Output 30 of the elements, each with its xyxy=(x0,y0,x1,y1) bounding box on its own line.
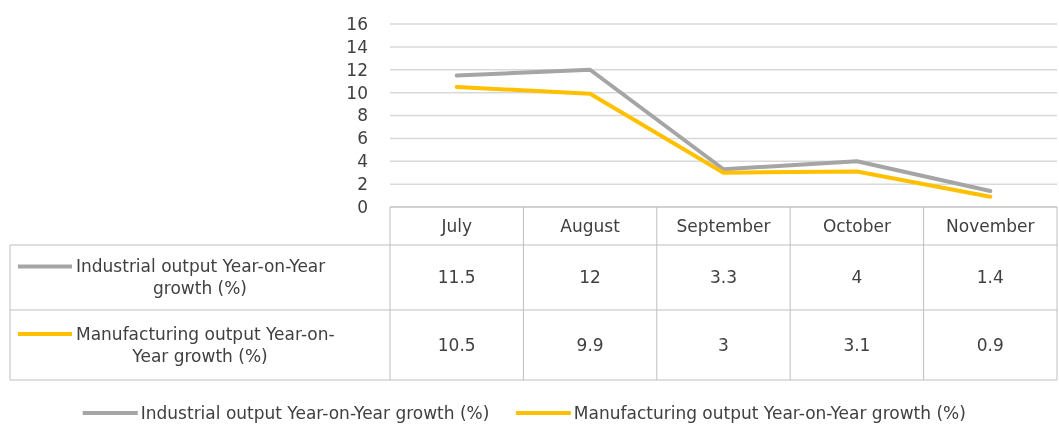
y-tick-label: 16 xyxy=(346,13,368,34)
data-label: 4 xyxy=(851,267,863,288)
data-label: 9.9 xyxy=(576,334,604,355)
x-tick-label: November xyxy=(946,215,1035,236)
legend-label: Manufacturing output Year-on-Year growth (%) xyxy=(76,323,335,366)
line-series xyxy=(454,84,993,199)
data-label: 11.5 xyxy=(437,267,476,288)
data-label: 3 xyxy=(718,334,729,355)
y-tick-label: 8 xyxy=(357,105,368,126)
x-tick-label: July xyxy=(440,215,472,236)
data-label: 10.5 xyxy=(437,334,476,355)
x-tick-label: August xyxy=(560,215,621,236)
data-label: 1.4 xyxy=(976,267,1004,288)
line-series xyxy=(454,67,993,193)
data-label: 3.1 xyxy=(843,334,871,355)
y-tick-label: 4 xyxy=(357,151,368,172)
x-tick-label: October xyxy=(822,215,891,236)
x-tick-label: September xyxy=(676,215,771,236)
legend-label: Industrial output Year-on-Year growth (%) xyxy=(76,256,326,299)
data-label: 3.3 xyxy=(709,267,738,288)
text: Manufacturing output Year-on-Year growth (%) xyxy=(573,402,966,423)
y-tick-label: 6 xyxy=(357,128,368,149)
y-tick-label: 0 xyxy=(357,196,368,217)
data-label: 12 xyxy=(579,267,601,288)
y-tick-label: 2 xyxy=(357,174,368,195)
text: Industrial output Year-on-Year growth (%) xyxy=(140,402,490,423)
y-tick-label: 10 xyxy=(346,82,368,103)
y-tick-label: 12 xyxy=(346,59,368,80)
data-label: 0.9 xyxy=(976,334,1004,355)
y-tick-label: 14 xyxy=(346,36,368,57)
